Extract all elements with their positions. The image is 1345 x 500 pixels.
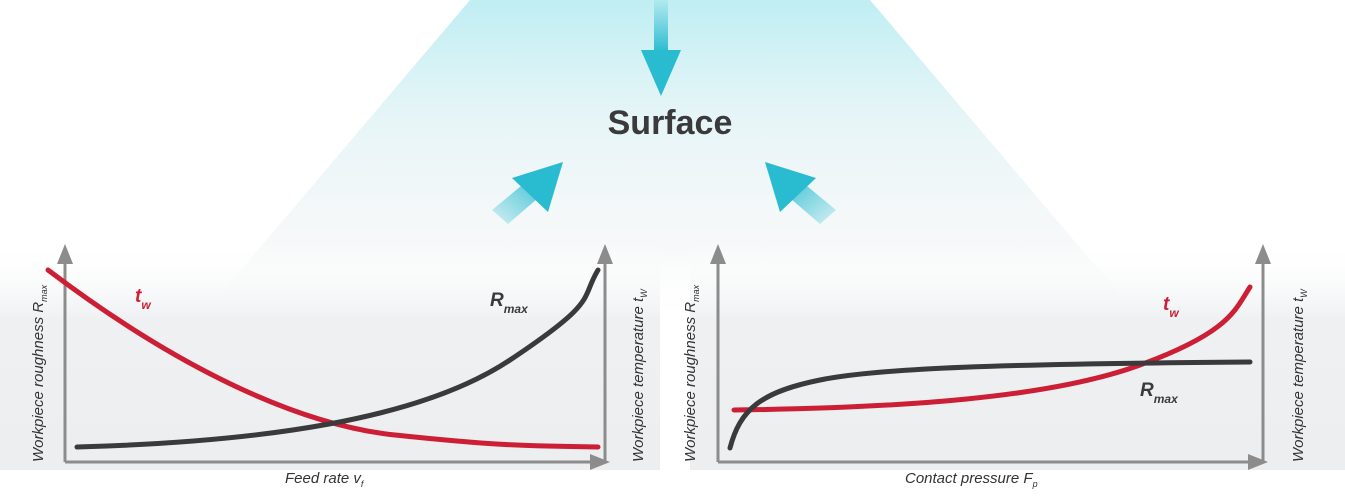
left-y-right-axis-title: Workpiece temperature tW bbox=[630, 289, 649, 462]
left-x-label: Feed rate v bbox=[285, 470, 361, 487]
right-x-label: Contact pressure F bbox=[905, 470, 1033, 487]
right-y-left-sub: max bbox=[691, 284, 701, 302]
left-curve-rmax bbox=[74, 267, 601, 450]
right-x-sub: p bbox=[1032, 479, 1038, 489]
right-chart-axes bbox=[710, 244, 1271, 470]
left-y-left-sub: max bbox=[39, 284, 49, 302]
right-panel-background bbox=[690, 240, 1345, 470]
left-y-right-label: Workpiece temperature t bbox=[630, 297, 647, 462]
left-curve-tw bbox=[45, 267, 601, 450]
right-y-right-label: Workpiece temperature t bbox=[1290, 297, 1307, 462]
left-y-left-axis-title: Workpiece roughness Rmax bbox=[30, 285, 49, 462]
right-curve-tw bbox=[731, 284, 1253, 413]
right-tw-label: tw bbox=[1163, 294, 1179, 320]
left-x-axis-title: Feed rate vf bbox=[285, 470, 363, 489]
left-y-right-sub: W bbox=[639, 289, 649, 298]
surface-title: Surface bbox=[607, 104, 733, 142]
right-x-axis-title: Contact pressure Fp bbox=[905, 470, 1038, 489]
arrow-down-icon bbox=[641, 0, 681, 96]
right-y-left-axis-title: Workpiece roughness Rmax bbox=[682, 285, 701, 462]
right-y-left-label: Workpiece roughness R bbox=[682, 301, 699, 462]
arrow-up-right-icon bbox=[492, 162, 563, 224]
left-chart-axes bbox=[57, 244, 613, 470]
left-x-sub: f bbox=[360, 479, 364, 489]
left-panel-background bbox=[0, 240, 660, 470]
right-rmax-label: Rmax bbox=[1140, 380, 1178, 406]
right-y-right-axis-title: Workpiece temperature tW bbox=[1290, 289, 1309, 462]
left-y-left-label: Workpiece roughness R bbox=[30, 301, 47, 462]
right-curve-rmax bbox=[727, 359, 1253, 451]
left-rmax-label: Rmax bbox=[490, 290, 528, 316]
right-y-right-sub: W bbox=[1299, 289, 1309, 298]
left-tw-label: tw bbox=[135, 286, 151, 312]
arrow-up-left-icon bbox=[765, 162, 836, 224]
